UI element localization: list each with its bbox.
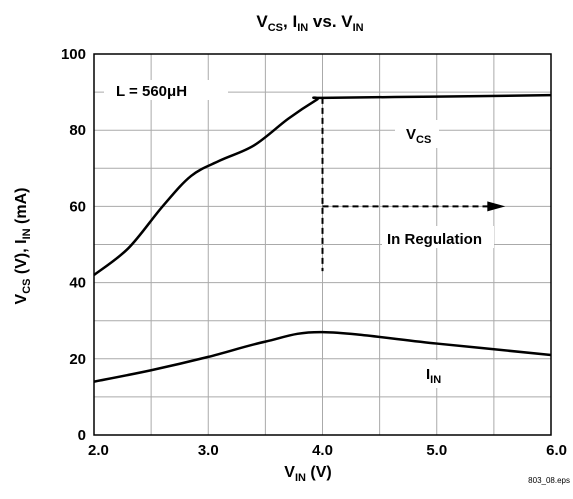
- y-tick-labels: 0 20 40 60 80 100: [61, 46, 86, 444]
- series-line-iin: [93, 330, 552, 383]
- x-tick-label: 5.0: [426, 442, 447, 459]
- inductor-label: L = 560μH: [116, 83, 187, 100]
- regulation-label: In Regulation: [387, 231, 482, 248]
- regulation-arrowhead: [487, 201, 506, 212]
- inductor-label-bg: [104, 80, 228, 100]
- series-line-vcs: [93, 93, 552, 276]
- chart-title: VCS, IIN vs. VIN: [256, 12, 363, 34]
- x-tick-labels: 2.0 3.0 4.0 5.0 6.0: [88, 442, 567, 459]
- y-tick-label: 80: [69, 122, 86, 139]
- y-tick-label: 20: [69, 351, 86, 368]
- y-tick-label: 0: [78, 427, 86, 444]
- x-tick-label: 3.0: [198, 442, 219, 459]
- x-tick-label: 6.0: [546, 442, 567, 459]
- series-group: [93, 93, 552, 383]
- y-tick-label: 100: [61, 46, 86, 63]
- y-tick-label: 40: [69, 275, 86, 292]
- x-axis-label: VIN (V): [284, 464, 331, 484]
- plot-frame: [93, 53, 552, 436]
- y-axis-label: VCS (V), IIN (mA): [13, 188, 33, 305]
- iin-series-label: IIN: [426, 366, 441, 386]
- vcs-label-bg: [395, 120, 439, 148]
- x-tick-label: 2.0: [88, 442, 109, 459]
- regulation-label-bg: [382, 226, 494, 248]
- footnote: 803_08.eps: [528, 476, 570, 485]
- x-tick-label: 4.0: [312, 442, 333, 459]
- y-tick-label: 60: [69, 198, 86, 215]
- vcs-series-label: VCS: [406, 126, 431, 146]
- iin-label-bg: [416, 360, 446, 388]
